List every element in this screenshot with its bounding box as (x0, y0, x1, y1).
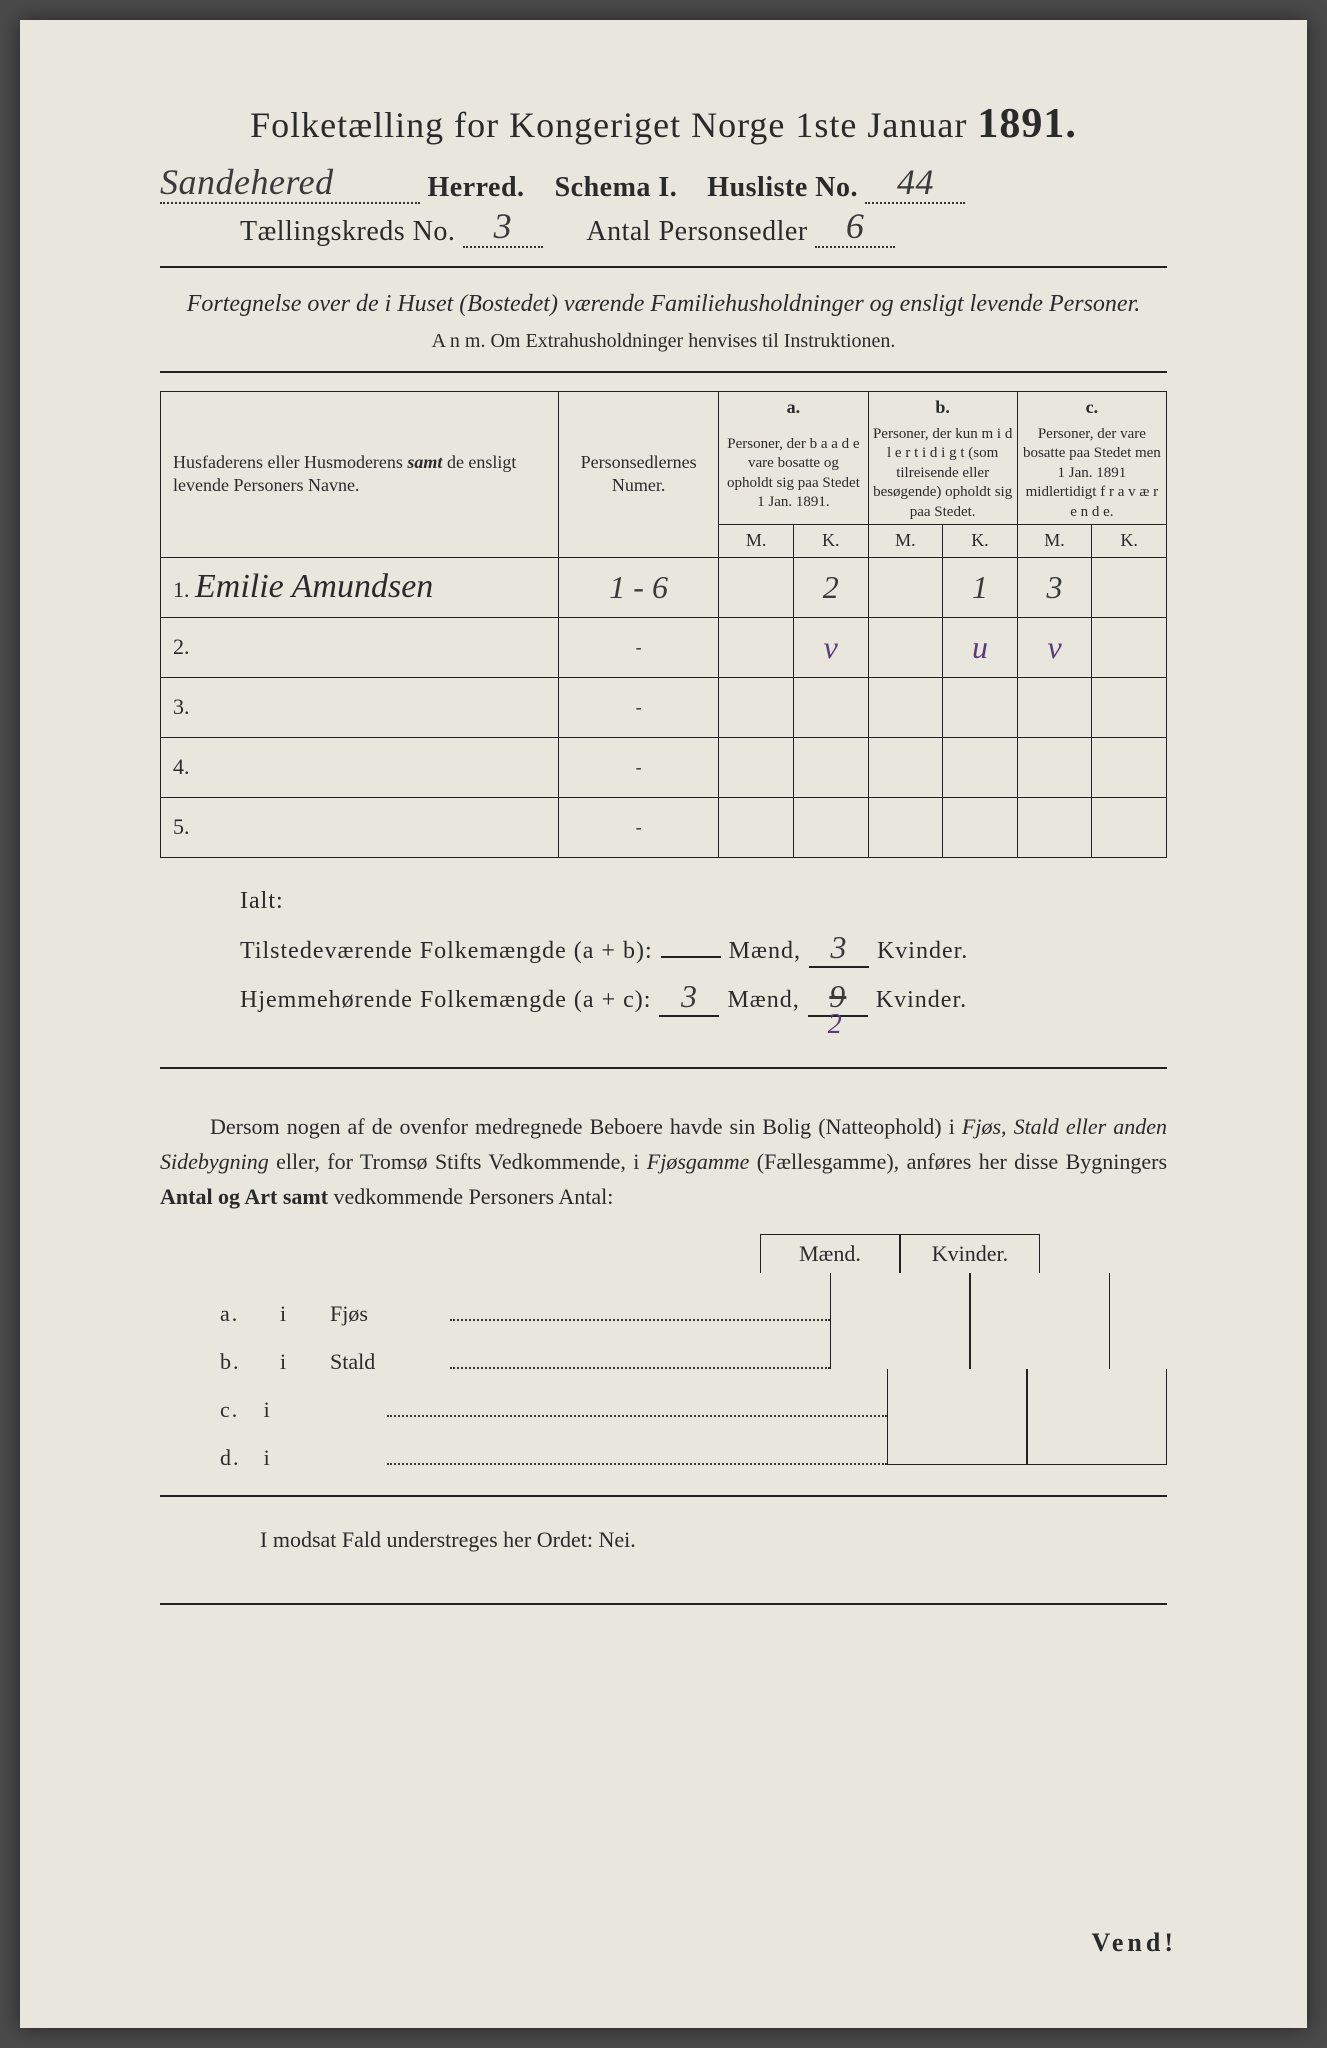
table-row: 4. - (161, 737, 1167, 797)
th-names: Husfaderens eller Husmoderens samt de en… (161, 391, 559, 557)
header-line-1: Sandehered Herred. Schema I. Husliste No… (160, 168, 1167, 204)
nei-line: I modsat Fald understreges her Ordet: Ne… (260, 1527, 1167, 1553)
th-c-k: K. (1092, 525, 1167, 557)
husliste-value: 44 (897, 162, 934, 202)
table-row: 3. - (161, 677, 1167, 737)
dwelling-subtable: Mænd. Kvinder. a. i Fjøs b. i Stald c. i… (220, 1234, 1167, 1465)
sub-th-kvinder: Kvinder. (900, 1234, 1040, 1273)
page-title: Folketælling for Kongeriget Norge 1ste J… (120, 100, 1207, 148)
tilstede-k: 3 (830, 929, 847, 965)
table-row: 5. - (161, 797, 1167, 857)
th-a-letter: a. (719, 391, 868, 423)
kreds-value: 3 (494, 206, 513, 246)
divider-3 (160, 1067, 1167, 1069)
sub-row-c: c. i (220, 1369, 1167, 1417)
sub-row-d: d. i (220, 1417, 1167, 1465)
th-b-letter: b. (868, 391, 1017, 423)
row1-numer: 1 - 6 (609, 569, 668, 605)
husliste-label: Husliste No. (707, 172, 858, 203)
th-b-m: M. (868, 525, 943, 557)
sub-row-a: a. i Fjøs (220, 1273, 1167, 1321)
divider-5 (160, 1603, 1167, 1605)
hjemme-k-correction: 2 (828, 1009, 843, 1041)
vend-label: Vend! (1091, 1928, 1177, 1958)
schema-label: Schema I. (555, 172, 678, 203)
census-form-page: Folketælling for Kongeriget Norge 1ste J… (20, 20, 1307, 2028)
th-a-text: Personer, der b a a d e vare bosatte og … (719, 423, 868, 525)
main-census-table: Husfaderens eller Husmoderens samt de en… (160, 391, 1167, 858)
divider-4 (160, 1495, 1167, 1497)
th-b-k: K. (943, 525, 1018, 557)
title-year: 1891. (977, 101, 1077, 147)
th-c-m: M. (1017, 525, 1092, 557)
annotation-note: A n m. Om Extrahusholdninger henvises ti… (160, 330, 1167, 353)
herred-value: Sandehered (160, 162, 334, 202)
antal-label: Antal Personsedler (586, 216, 807, 247)
sub-th-maend: Mænd. (760, 1234, 900, 1273)
hjemme-line: Hjemmehørende Folkemængde (a + c): 3 Mæn… (240, 978, 1167, 1017)
sub-row-b: b. i Stald (220, 1321, 1167, 1369)
th-c-letter: c. (1017, 391, 1166, 423)
subtable-header: Mænd. Kvinder. (760, 1234, 1167, 1273)
table-row: 2. - v u v (161, 617, 1167, 677)
row1-name: Emilie Amundsen (195, 568, 433, 605)
herred-label: Herred. (428, 172, 525, 203)
antal-value: 6 (846, 206, 865, 246)
ialt-label: Ialt: (240, 888, 1167, 915)
hjemme-m: 3 (681, 978, 698, 1014)
kreds-label: Tællingskreds No. (240, 216, 455, 247)
th-c-text: Personer, der vare bosatte paa Stedet me… (1017, 423, 1166, 525)
th-numer: Personsedlernes Numer. (558, 391, 718, 557)
tilstede-line: Tilstedeværende Folkemængde (a + b): Mæn… (240, 929, 1167, 968)
title-text: Folketælling for Kongeriget Norge 1ste J… (250, 105, 967, 145)
th-a-k: K. (793, 525, 868, 557)
subtitle: Fortegnelse over de i Huset (Bostedet) v… (160, 288, 1167, 322)
divider-2 (160, 371, 1167, 373)
dwelling-paragraph: Dersom nogen af de ovenfor medregnede Be… (160, 1109, 1167, 1215)
th-b-text: Personer, der kun m i d l e r t i d i g … (868, 423, 1017, 525)
th-a-m: M. (719, 525, 794, 557)
totals-block: Ialt: Tilstedeværende Folkemængde (a + b… (240, 888, 1167, 1017)
header-line-2: Tællingskreds No. 3 Antal Personsedler 6 (240, 212, 1167, 248)
divider-1 (160, 266, 1167, 268)
table-row: 1. Emilie Amundsen 1 - 6 2 1 3 (161, 557, 1167, 617)
